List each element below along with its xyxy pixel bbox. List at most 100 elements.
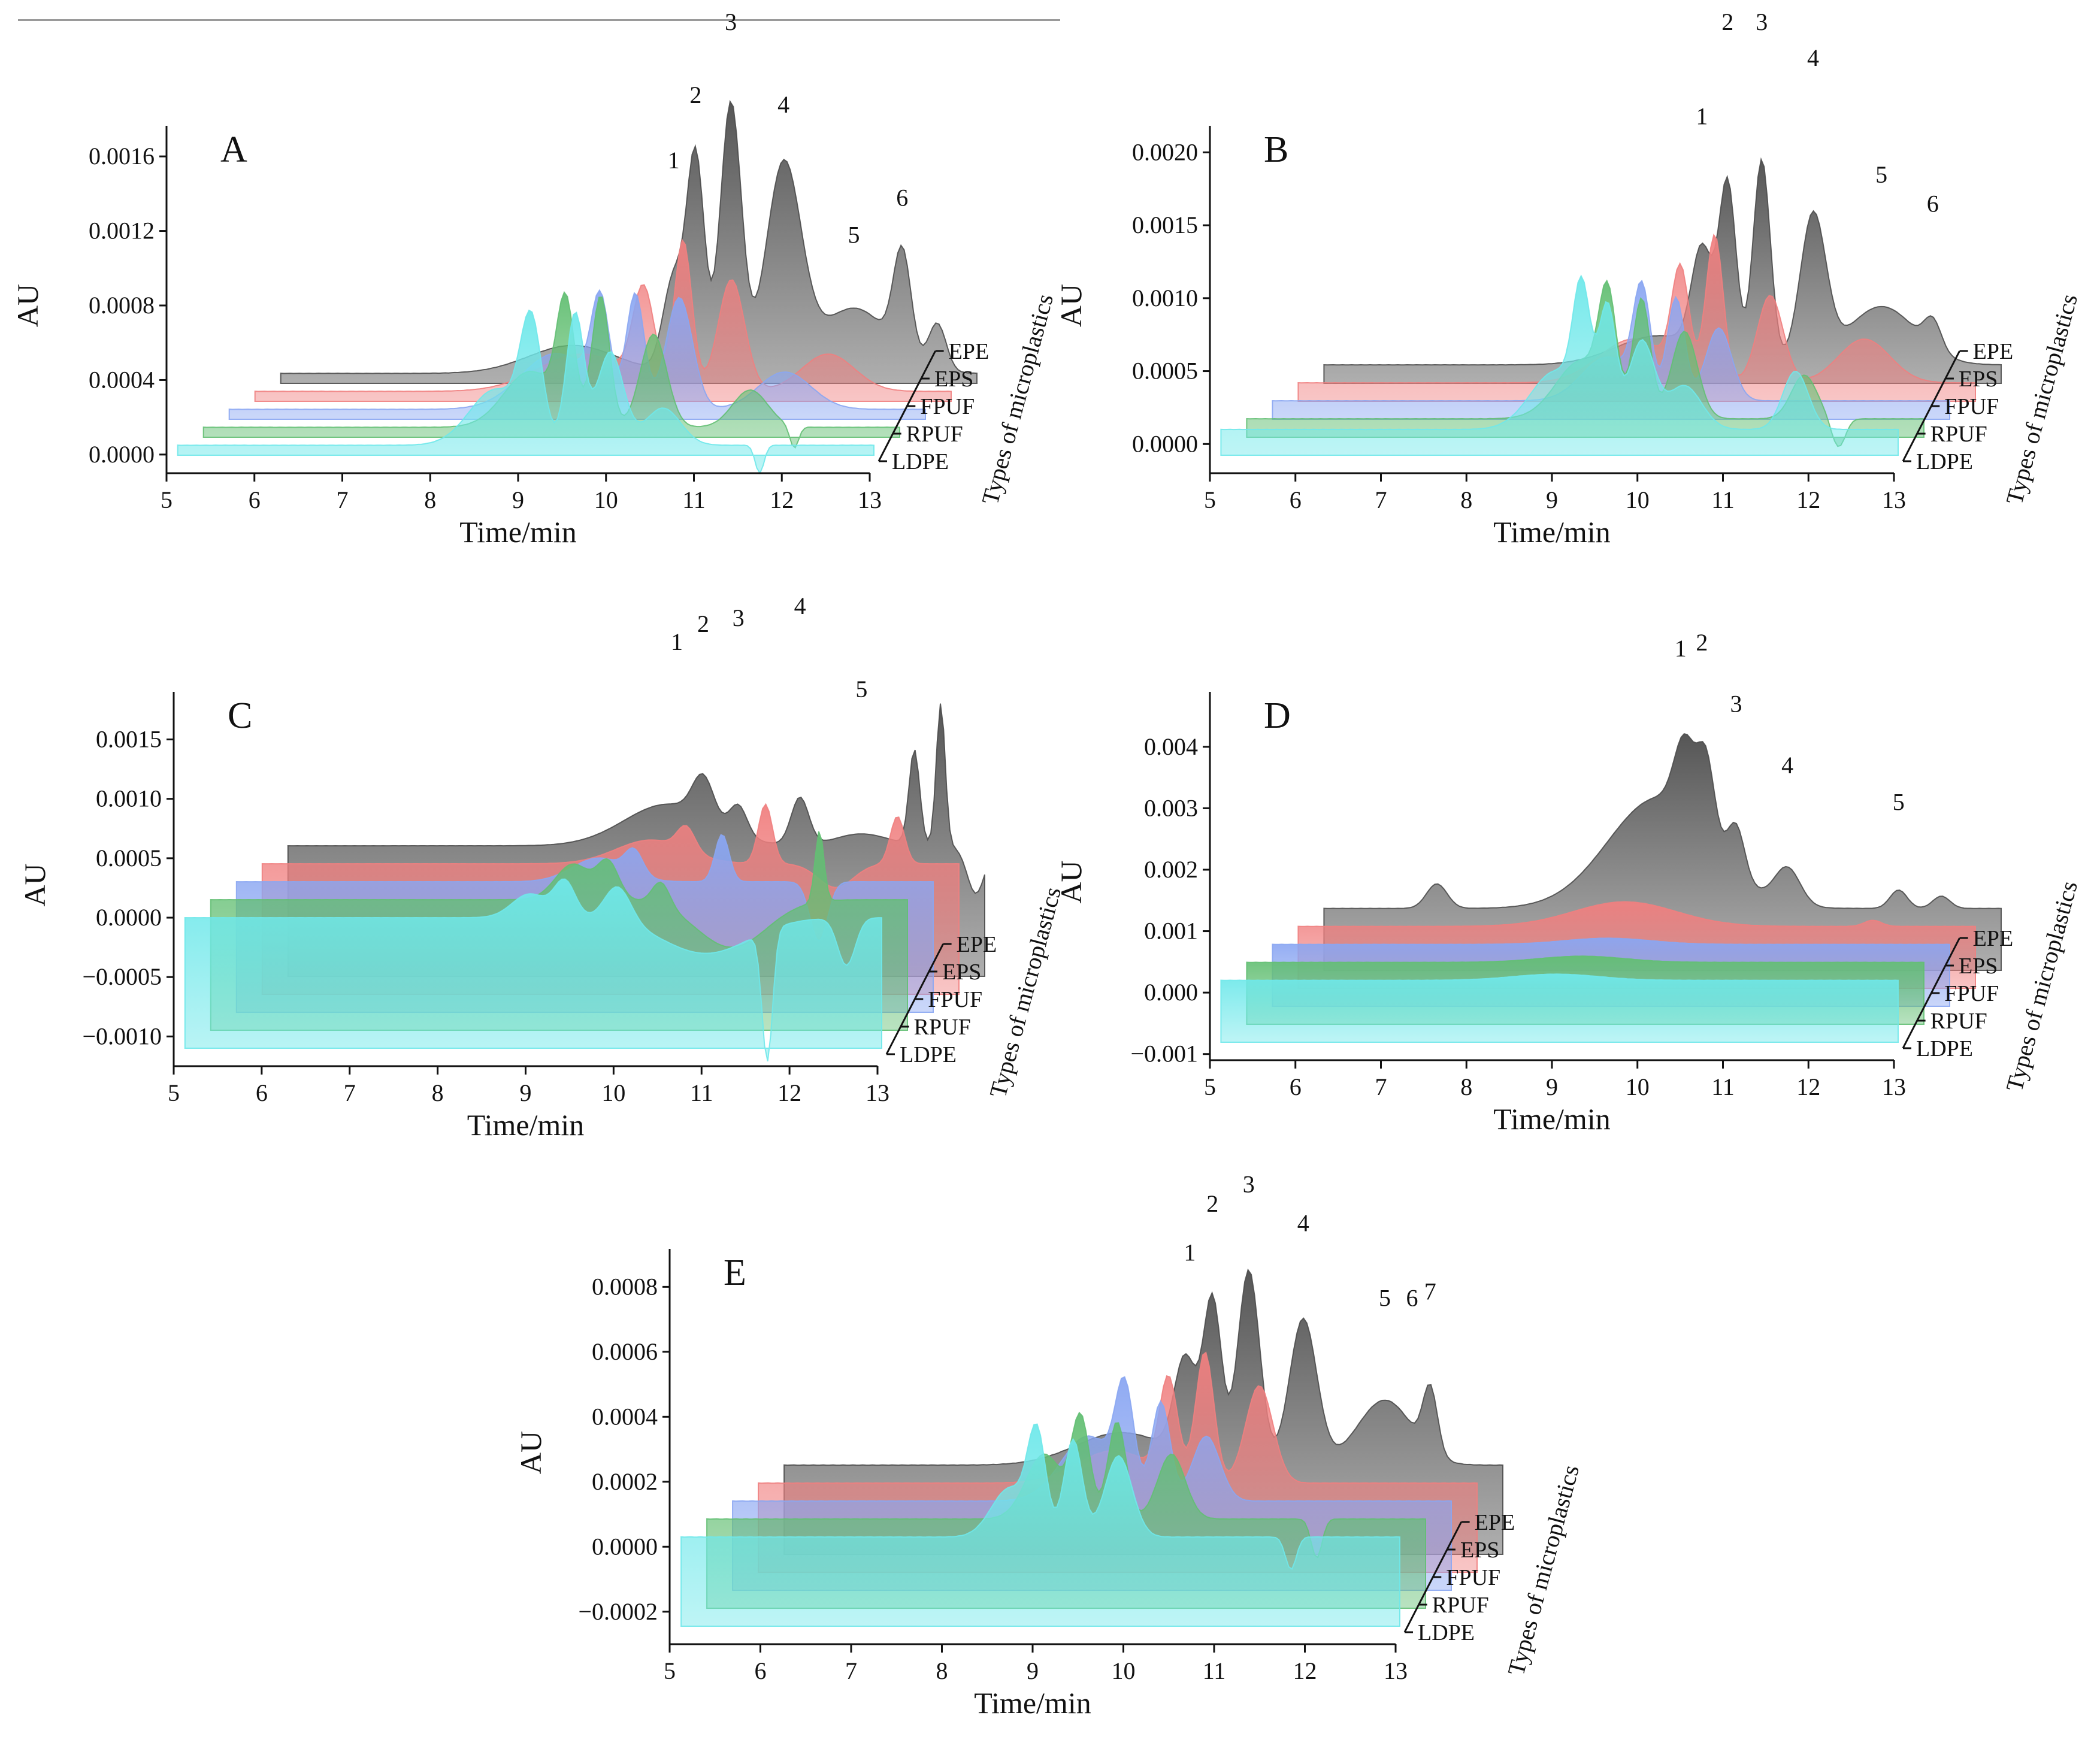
x-tick-label: 6 (249, 486, 261, 513)
y-tick-label: 0.0015 (1132, 211, 1198, 238)
series-label-eps: EPS (1460, 1538, 1499, 1563)
x-axis-title: Time/min (1493, 1102, 1610, 1136)
peak-label-1: 1 (1696, 102, 1708, 129)
x-tick-label: 10 (601, 1079, 625, 1106)
depth-axis-title: Types of microplastics (1502, 1462, 1584, 1678)
x-tick-label: 13 (866, 1079, 889, 1106)
peak-label-5: 5 (855, 676, 867, 703)
panel-letter: B (1264, 129, 1288, 170)
x-tick-label: 13 (1882, 486, 1906, 513)
series-label-epe: EPE (957, 932, 997, 957)
x-tick-label: 7 (1375, 1073, 1387, 1100)
series-label-epe: EPE (1973, 926, 2014, 951)
ridge-A-ldpe (177, 309, 875, 475)
x-axis-title: Time/min (459, 515, 576, 549)
peak-label-1: 1 (671, 628, 683, 655)
x-tick-label: 7 (845, 1657, 857, 1684)
x-tick-label: 11 (1203, 1657, 1226, 1684)
panel-letter: C (228, 695, 252, 736)
series-label-fpuf: FPUF (1944, 981, 1999, 1006)
depth-axis-title: Types of microplastics (2001, 878, 2083, 1094)
peak-label-5: 5 (848, 222, 860, 249)
x-tick-label: 11 (682, 486, 706, 513)
y-tick-label: 0.0020 (1132, 138, 1198, 165)
series-label-epe: EPE (1973, 339, 2014, 364)
peak-label-4: 4 (1297, 1210, 1309, 1237)
y-tick-label: 0.0005 (1132, 358, 1198, 385)
peak-label-5: 5 (1379, 1284, 1391, 1311)
x-tick-label: 6 (1290, 486, 1302, 513)
x-tick-label: 10 (1112, 1657, 1136, 1684)
peak-label-7: 7 (1424, 1278, 1436, 1305)
x-tick-label: 12 (1293, 1657, 1317, 1684)
x-tick-label: 13 (858, 486, 882, 513)
y-tick-label: 0.0000 (1132, 430, 1198, 457)
y-tick-label: 0.0004 (592, 1403, 658, 1430)
ridge-D-ldpe (1220, 973, 1899, 1043)
panel-C: −0.0010 −0.0005 0.0000 0.0005 0.0010 0.0015 5 6… (18, 592, 1066, 1142)
peak-label-3: 3 (1243, 1170, 1255, 1197)
y-axis-title: AU (18, 863, 52, 906)
x-tick-label: 5 (161, 486, 173, 513)
y-tick-label: 0.0000 (96, 904, 162, 931)
series-label-rpuf: RPUF (914, 1015, 971, 1040)
peak-label-4: 4 (1781, 752, 1793, 779)
peak-label-5: 5 (1893, 789, 1905, 816)
series-label-ldpe: LDPE (900, 1042, 957, 1067)
y-tick-label: 0.0006 (592, 1338, 658, 1365)
x-tick-label: 12 (1796, 1073, 1820, 1100)
series-label-fpuf: FPUF (920, 394, 975, 419)
y-axis-title: AU (11, 284, 44, 327)
x-tick-label: 5 (1204, 486, 1216, 513)
ridge-E-ldpe (680, 1423, 1400, 1627)
x-tick-label: 8 (1460, 486, 1472, 513)
ridge-A-rpuf (202, 291, 900, 449)
y-tick-label: 0.003 (1144, 794, 1198, 821)
x-tick-label: 6 (256, 1079, 268, 1106)
x-tick-label: 10 (594, 486, 618, 513)
y-tick-label: 0.0010 (1132, 285, 1198, 311)
x-tick-label: 8 (1460, 1073, 1472, 1100)
series-label-eps: EPS (1959, 954, 1998, 979)
peak-label-2: 2 (689, 81, 701, 108)
y-tick-label: 0.0012 (89, 217, 155, 244)
y-tick-label: −0.001 (1130, 1040, 1198, 1067)
peak-label-4: 4 (794, 592, 806, 619)
series-label-ldpe: LDPE (1916, 1036, 1973, 1061)
panel-letter: E (724, 1252, 746, 1293)
series-label-epe: EPE (1475, 1510, 1515, 1535)
header-rule (18, 19, 1060, 21)
x-tick-label: 7 (344, 1079, 356, 1106)
depth-axis-title: Types of microplastics (984, 884, 1066, 1100)
series-label-eps: EPS (942, 960, 981, 985)
x-tick-label: 8 (936, 1657, 948, 1684)
series-label-fpuf: FPUF (1446, 1565, 1500, 1590)
x-tick-label: 5 (168, 1079, 180, 1106)
peak-label-2: 2 (697, 610, 709, 637)
series-label-rpuf: RPUF (1930, 422, 1987, 447)
y-tick-label: −0.0002 (578, 1598, 658, 1625)
x-tick-label: 12 (1796, 486, 1820, 513)
peak-label-5: 5 (1875, 161, 1887, 188)
x-tick-label: 5 (664, 1657, 676, 1684)
y-tick-label: −0.0010 (82, 1022, 162, 1049)
y-tick-label: 0.0008 (592, 1273, 658, 1300)
x-tick-label: 11 (1711, 486, 1735, 513)
peak-label-1: 1 (1675, 635, 1687, 662)
y-tick-label: 0.0002 (592, 1468, 658, 1495)
y-tick-label: −0.0005 (82, 963, 162, 990)
peak-label-1: 1 (1184, 1239, 1196, 1266)
depth-axis-title: Types of microplastics (976, 291, 1058, 507)
ridge-B-ldpe (1220, 274, 1899, 456)
x-axis-title: Time/min (467, 1108, 584, 1142)
y-tick-label: 0.0004 (89, 366, 155, 393)
peak-label-4: 4 (1807, 44, 1819, 71)
series-label-ldpe: LDPE (892, 449, 949, 474)
x-tick-label: 10 (1626, 486, 1650, 513)
panel-letter: A (220, 129, 247, 170)
series-label-ldpe: LDPE (1916, 449, 1973, 474)
peak-label-4: 4 (777, 91, 789, 118)
y-axis-title: AU (1054, 284, 1088, 327)
